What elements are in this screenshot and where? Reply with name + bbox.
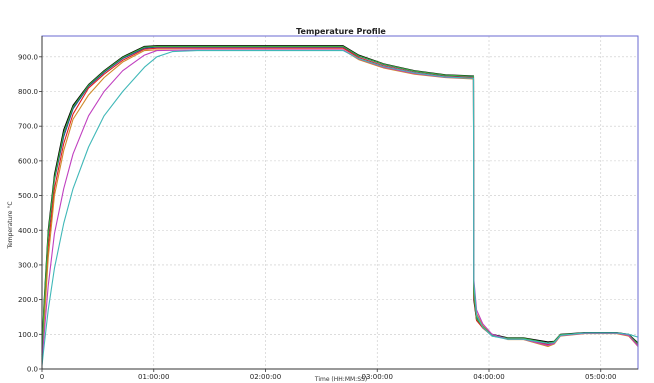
series-line-5 — [41, 45, 639, 358]
x-tick-label: 03:00:00 — [362, 373, 393, 381]
y-tick-label: 100.0 — [18, 331, 38, 339]
y-tick-label: 800.0 — [18, 88, 38, 96]
series-line-4 — [41, 49, 639, 363]
y-tick-label: 500.0 — [18, 192, 38, 200]
y-tick-label: 300.0 — [18, 261, 38, 269]
axis-layer: 0 01:00:00 02:00:00 03:00:00 04:00:00 05:00:0… — [18, 35, 639, 381]
y-tick-label: 400.0 — [18, 227, 38, 235]
series-line-7 — [41, 50, 639, 367]
y-tick-label: 900.0 — [18, 53, 38, 61]
x-tick-label: 02:00:00 — [250, 373, 281, 381]
x-tick-label: 0 — [40, 373, 44, 381]
y-tick-label: 200.0 — [18, 296, 38, 304]
y-tick-label: 0.0 — [27, 366, 38, 374]
y-tick-label: 700.0 — [18, 123, 38, 131]
chart-title: Temperature Profile — [296, 27, 386, 36]
x-tick-label: 01:00:00 — [138, 373, 169, 381]
y-tick-label: 600.0 — [18, 157, 38, 165]
series-line-1 — [41, 45, 639, 356]
grid-layer — [42, 36, 638, 369]
x-tick-label: 04:00:00 — [473, 373, 504, 381]
y-axis-title: Temperature °C — [7, 201, 14, 249]
x-tick-label: 05:00:00 — [585, 373, 616, 381]
x-axis-title: Time (HH:MM:SS) — [314, 376, 367, 383]
series-layer — [41, 45, 639, 367]
series-line-3 — [41, 47, 639, 361]
